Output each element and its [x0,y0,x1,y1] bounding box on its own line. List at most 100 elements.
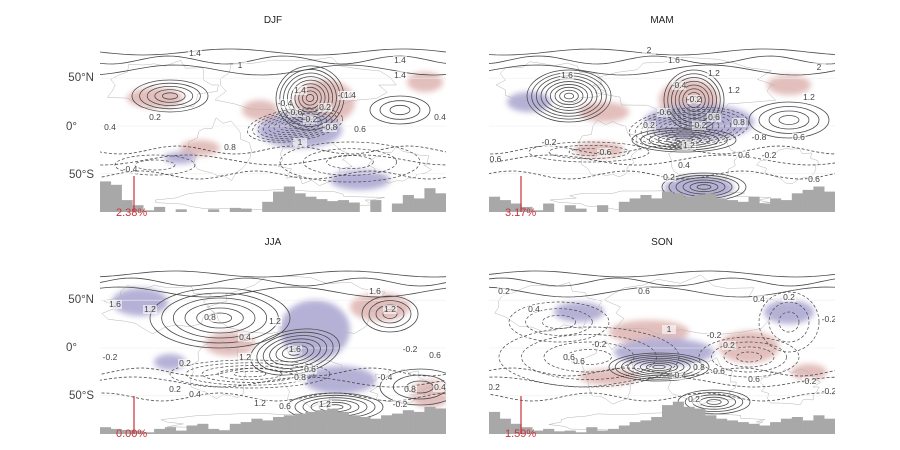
contour-label-bg-1 [667,56,681,65]
contour-system-2-ring-3 [368,300,412,328]
contour-label-bg-2 [203,313,217,322]
contour-system-0-ring-5 [545,81,593,111]
contour-label-bg-8 [642,121,656,130]
contour-label-bg-0 [489,383,501,392]
contour-label-bg-16 [707,331,721,340]
lat-label-50s-jja: 50°S [69,390,94,402]
contour-label-bg-9 [692,121,706,130]
contour-label-bg-10 [103,353,117,362]
lat-label-50n-djf: 50°N [68,72,94,84]
contour-system-5-ring-2 [768,301,810,343]
contour-label-bg-6 [303,115,317,124]
contour-system-0-ring-1 [566,349,612,365]
contour-system-1-ring-4 [633,359,685,375]
histogram-bar-28 [402,195,414,212]
contour-label-bg-19 [792,133,806,142]
histogram-bar-16 [662,405,674,434]
positive-anomaly-4 [407,72,443,92]
contour-system-5-ring-3 [682,179,726,195]
lat-label-50s-djf: 50°S [69,169,94,181]
contour-label-7: 1.6 [289,344,301,354]
zonal-contour-north-2 [100,277,446,287]
contour-system-5-ring-2 [392,374,446,400]
histogram-bar-18 [683,196,695,212]
zonal-contour-north-3 [489,286,835,298]
histogram-bar-23 [737,201,749,212]
contour-system-3-ring-2 [217,368,283,380]
histogram-bar-21 [716,418,728,434]
contour-system-0-ring-4 [498,326,680,388]
contour-system-0-ring-4 [172,297,268,339]
histogram-bar-11 [218,430,230,434]
contour-system-0-ring-6 [540,78,598,114]
contour-label-9: 0.8 [693,362,705,372]
contour-system-4-ring-1 [541,314,577,330]
histogram-bar-26 [770,198,782,212]
contour-label-5: -0.2 [592,339,607,349]
histogram-bar-1 [499,418,511,434]
histogram-bar-15 [651,417,663,434]
contour-label-4: 1 [667,324,672,334]
map-area-djf: 1.411.41.41.4-0.4-0.20.2-0.6-0.4-0.80.40… [100,48,446,212]
histogram-bar-18 [294,193,306,212]
histogram-bar-3 [521,206,533,212]
coastline-2 [187,117,253,181]
contour-label-6: 0.2 [723,340,735,350]
contour-system-3-ring-2 [379,100,421,120]
contour-label-bg-4 [672,81,686,90]
histogram-bar-0 [100,181,112,212]
contour-label-bg-5 [383,305,397,314]
histogram-bar-19 [694,408,706,434]
histogram-bar-20 [316,199,328,212]
contour-system-0-ring-4 [139,82,201,110]
contour-system-0-ring-5 [131,79,209,113]
contour-label-bg-10 [747,375,761,384]
histogram-bar-5 [154,206,166,212]
contour-label-bg-19 [393,400,407,409]
contour-label-9: -0.2 [692,120,707,130]
contour-system-3-ring-1 [233,370,267,378]
zonal-contour-south-1 [489,145,835,155]
histogram-bar-6 [164,427,176,434]
contour-system-2-ring-3 [711,341,787,373]
histogram-bar-2 [121,429,133,434]
panel-mam: MAM 21.61.6 1.2-0.4-0.21.2-0.60.2 -0.20.6 0… [489,15,835,219]
histogram-bar-26 [381,415,393,434]
zonal-contour-south-2 [489,154,835,166]
histogram-bar-13 [240,208,252,212]
contour-label-bg-9 [428,351,442,360]
contour-label-24: 0.6 [808,174,820,184]
contour-label-4: 1.6 [369,286,381,296]
contour-system-4-ring-3 [508,301,610,343]
contour-label-bg-7 [318,103,332,112]
contour-label-bg-23 [253,399,267,408]
contour-label-7: 0.6 [573,356,585,366]
contour-system-0-ring-1 [161,92,178,100]
contour-label-16: -0.2 [762,150,777,160]
contour-label-13: 0.2 [169,384,181,394]
negative-anomaly-4 [554,302,604,322]
contour-label-18: 2 [817,62,822,72]
zonal-contour-south-1 [100,145,446,155]
contour-label-bg-3 [268,317,282,326]
contour-labels-son: 0.20.20.40.61-0.2 0.20.60.60.80.6-0.4-0.2… [489,286,835,404]
histogram-bar-27 [391,413,403,434]
contour-label-3: 1.4 [394,55,406,65]
contour-system-5-ring-3 [379,368,446,406]
histogram-bar-10 [208,428,220,434]
contour-label-14: 0.6 [304,364,316,374]
contour-system-2-ring-7 [257,111,333,139]
histogram-bar-14 [640,420,652,434]
contour-label-15: 0.8 [294,372,306,382]
histogram-bar-27 [780,200,792,212]
contour-system-0-ring-2 [154,89,186,103]
contour-label-10: -0.2 [103,352,118,362]
contour-label-2: 0.8 [204,312,216,322]
contour-label-20: 0.4 [678,160,690,170]
contour-label-2: 1.6 [561,70,573,80]
contour-label-bg-22 [752,133,766,142]
contour-label-bg-0 [108,300,122,309]
contour-system-2-ring-5 [658,117,720,139]
contour-label-6: -0.2 [303,114,318,124]
histogram-bar-7 [564,205,576,212]
